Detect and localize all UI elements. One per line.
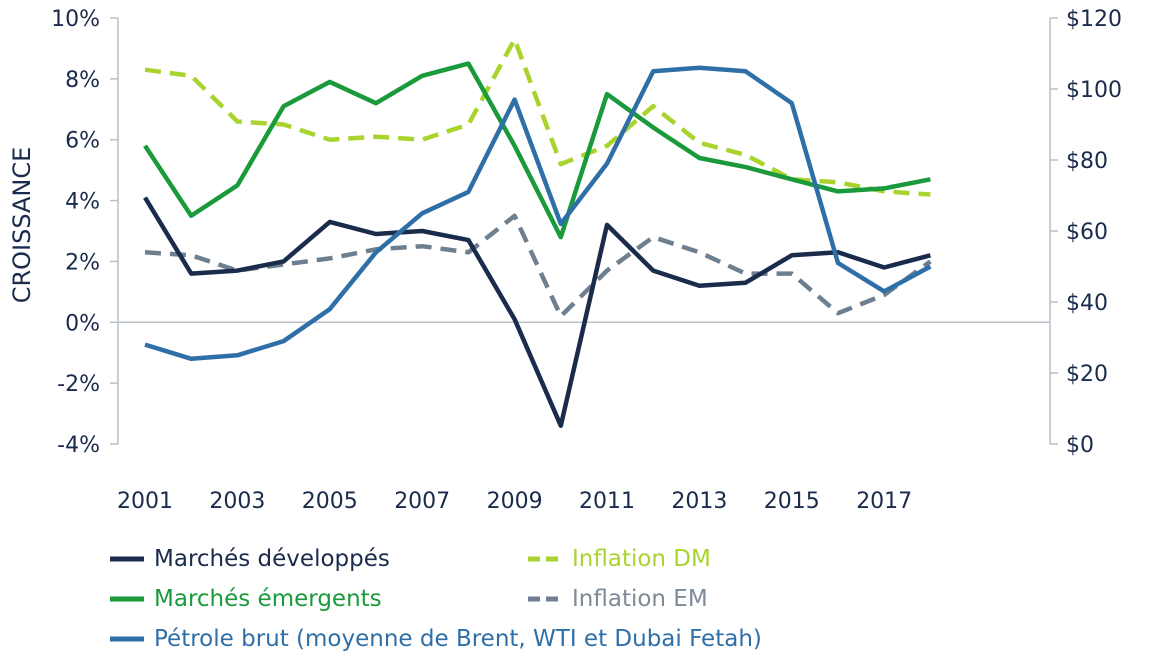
right-tick-label: $80 bbox=[1066, 149, 1108, 174]
legend-item: Inflation DM bbox=[526, 546, 711, 572]
y-axis-label: CROISSANCE bbox=[8, 147, 36, 304]
left-tick-label: 0% bbox=[65, 311, 100, 336]
x-tick-label: 2017 bbox=[856, 489, 912, 514]
x-tick-label: 2013 bbox=[671, 489, 727, 514]
left-tick-label: -4% bbox=[57, 433, 100, 458]
left-tick-label: 4% bbox=[65, 190, 100, 215]
legend-item: Marchés émergents bbox=[108, 586, 382, 612]
right-tick-label: $40 bbox=[1066, 291, 1108, 316]
series-line-1 bbox=[143, 196, 931, 428]
x-tick-label: 2001 bbox=[117, 489, 173, 514]
legend: Marchés développés Marchés émergents Pétro… bbox=[108, 538, 1108, 658]
left-tick-label: 6% bbox=[65, 129, 100, 154]
legend-label: Inflation DM bbox=[572, 546, 711, 572]
legend-swatch bbox=[110, 636, 144, 642]
legend-swatch bbox=[110, 556, 144, 562]
x-tick-label: 2005 bbox=[302, 489, 358, 514]
legend-item: Inflation EM bbox=[526, 586, 708, 612]
right-tick-label: $120 bbox=[1066, 7, 1122, 32]
right-tick-label: $100 bbox=[1066, 78, 1122, 103]
series-line-5 bbox=[144, 213, 932, 319]
legend-swatch bbox=[528, 556, 562, 562]
series-line-3 bbox=[144, 65, 932, 362]
left-tick-label: 2% bbox=[65, 250, 100, 275]
left-tick-label: 10% bbox=[51, 7, 100, 32]
left-tick-label: 8% bbox=[65, 68, 100, 93]
x-tick-label: 2015 bbox=[764, 489, 820, 514]
x-tick-label: 2003 bbox=[209, 489, 265, 514]
left-tick-label: -2% bbox=[57, 372, 100, 397]
legend-label: Pétrole brut (moyenne de Brent, WTI et D… bbox=[154, 626, 762, 652]
legend-item: Marchés développés bbox=[108, 546, 390, 572]
legend-label: Inflation EM bbox=[572, 586, 708, 612]
right-tick-label: $0 bbox=[1066, 433, 1094, 458]
x-tick-label: 2009 bbox=[487, 489, 543, 514]
right-tick-label: $20 bbox=[1066, 362, 1108, 387]
legend-swatch bbox=[528, 596, 562, 602]
x-tick-label: 2007 bbox=[394, 489, 450, 514]
legend-swatch bbox=[110, 596, 144, 602]
series-line-2 bbox=[143, 61, 931, 240]
legend-label: Marchés émergents bbox=[154, 586, 382, 612]
right-tick-label: $60 bbox=[1066, 220, 1108, 245]
legend-label: Marchés développés bbox=[154, 546, 390, 572]
legend-item: Pétrole brut (moyenne de Brent, WTI et D… bbox=[108, 626, 762, 652]
x-tick-label: 2011 bbox=[579, 489, 635, 514]
